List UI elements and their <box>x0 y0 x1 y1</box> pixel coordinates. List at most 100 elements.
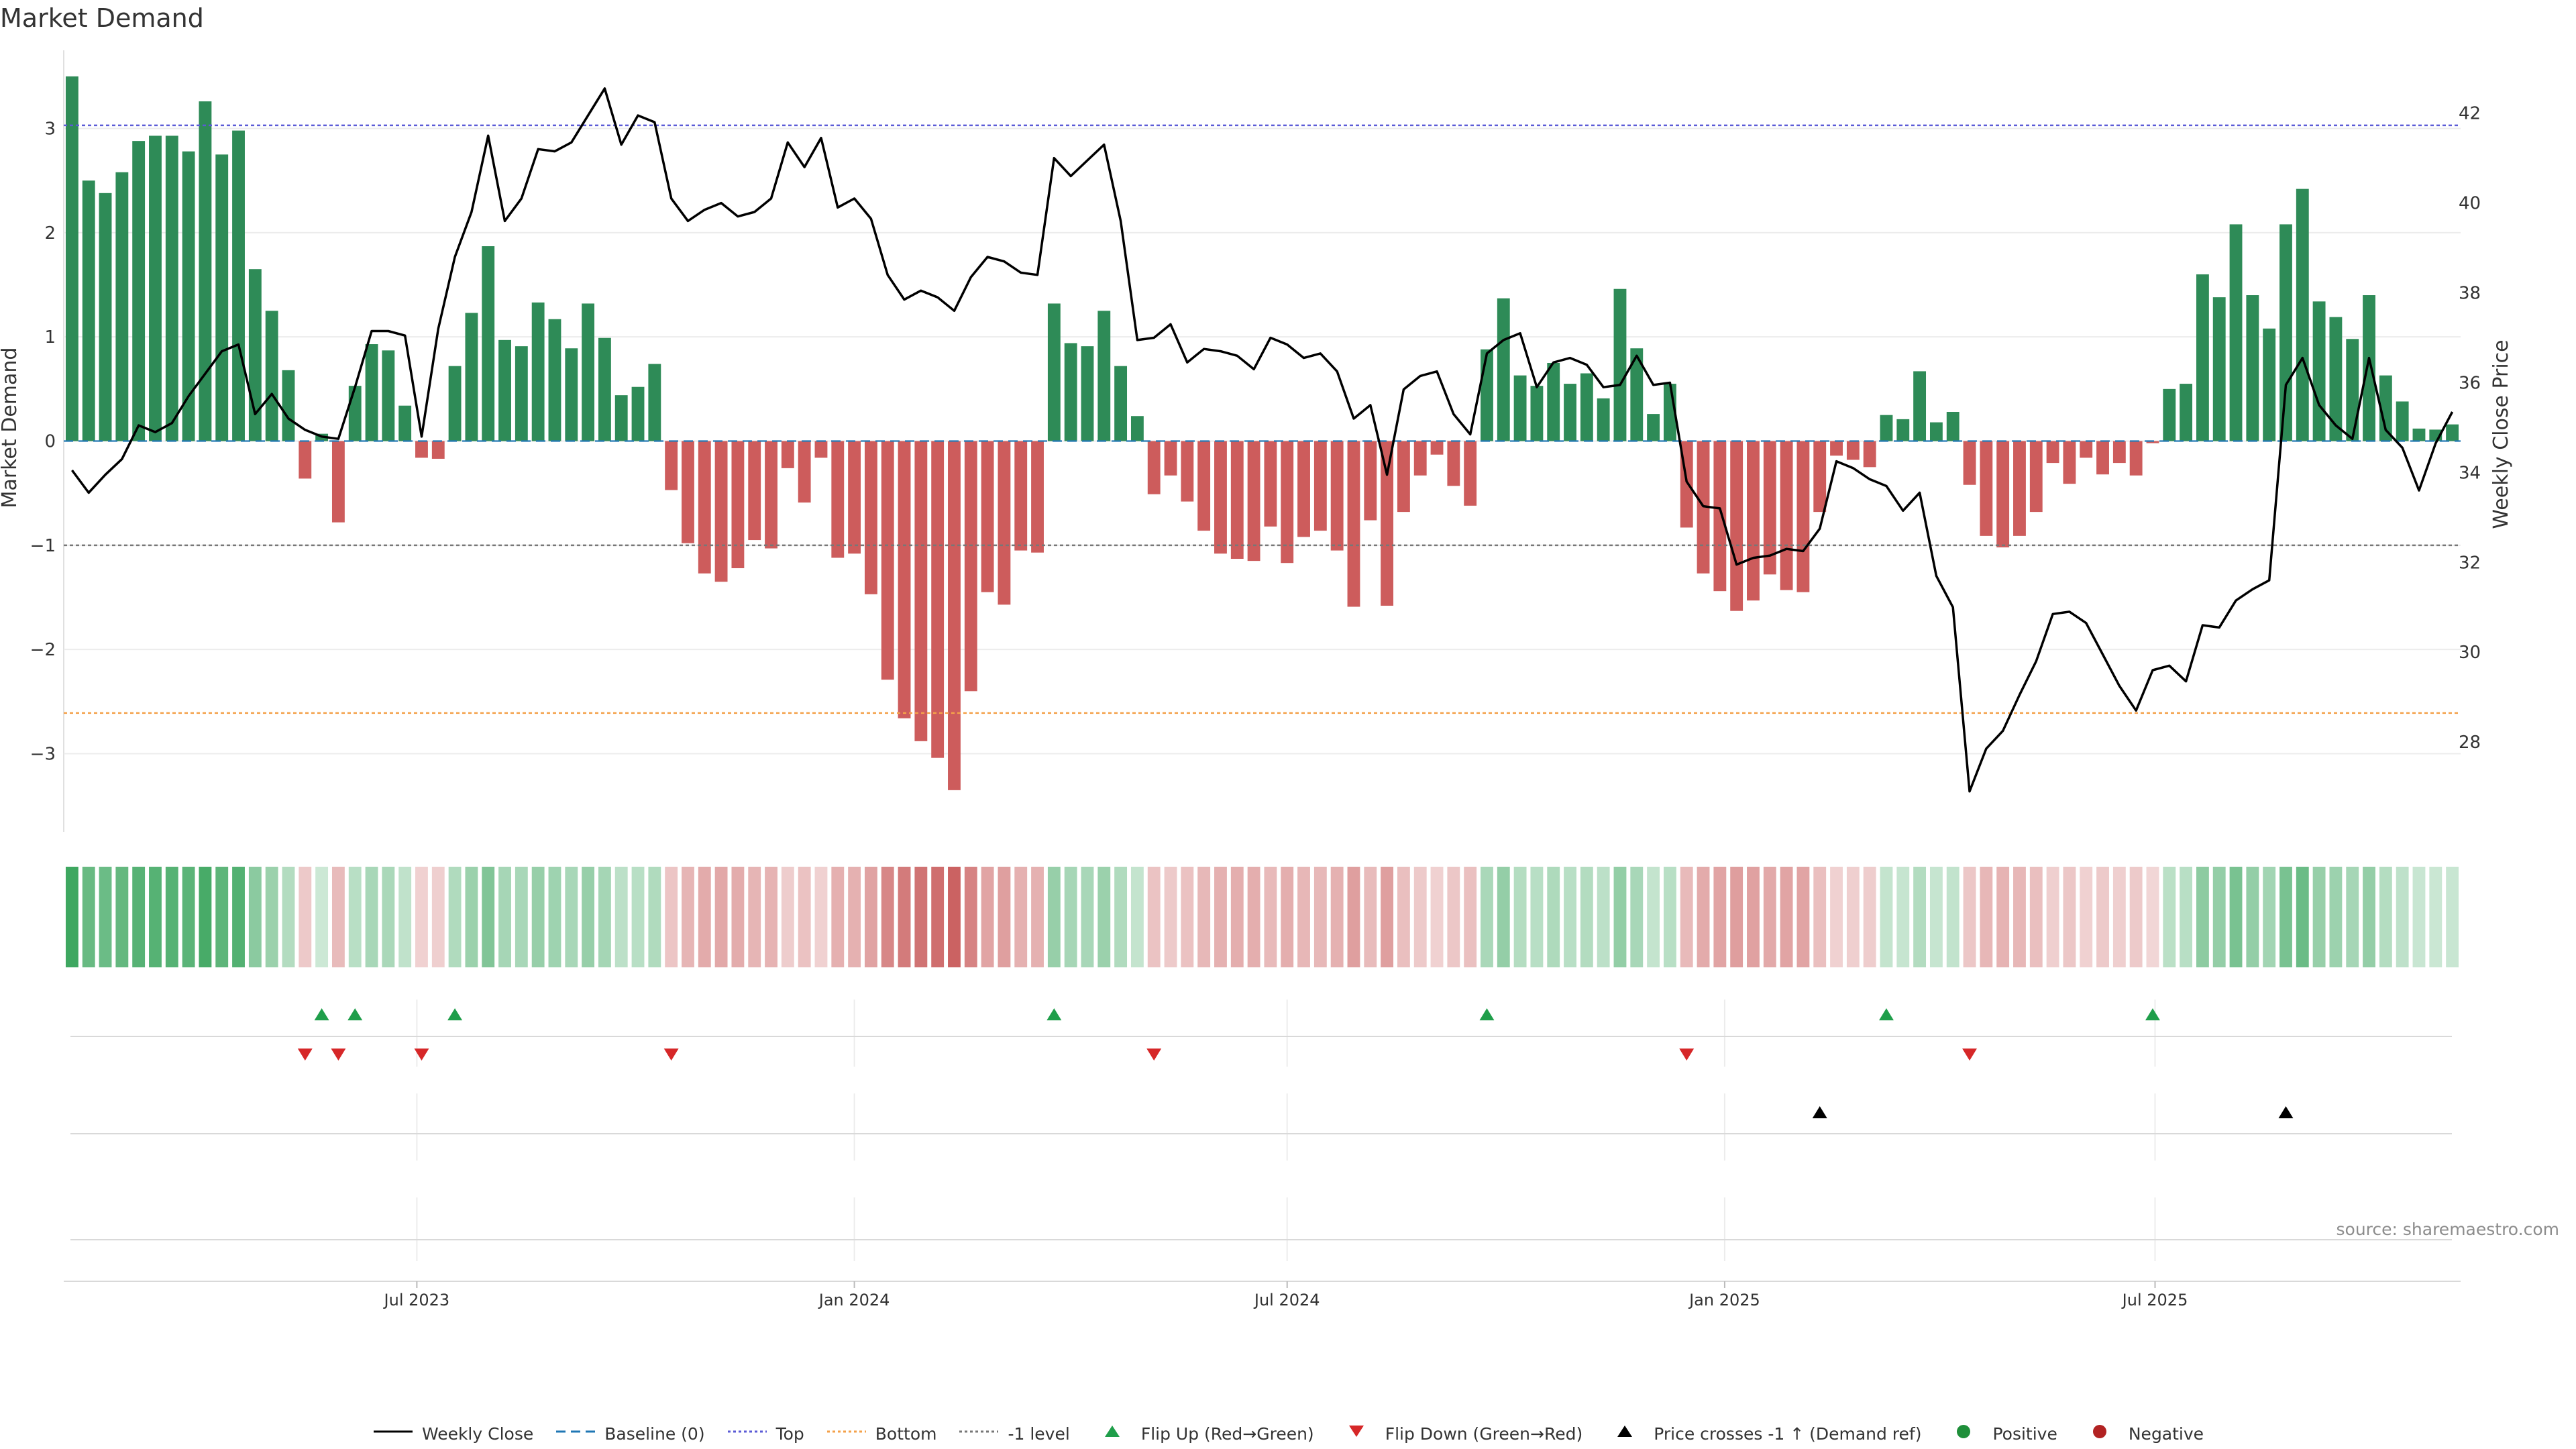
heat-cell <box>2163 867 2176 967</box>
demand-bar <box>149 136 162 441</box>
demand-bar <box>898 441 911 718</box>
legend-item: Baseline (0) <box>555 1423 705 1444</box>
flip-down-marker <box>331 1049 346 1061</box>
demand-bar <box>1481 349 1493 441</box>
demand-bar <box>2246 295 2259 441</box>
y2-tick-label: 36 <box>2459 373 2481 393</box>
heat-cell <box>1264 867 1277 967</box>
heat-cell <box>1564 867 1576 967</box>
heat-cell <box>415 867 428 967</box>
heat-cell <box>2013 867 2026 967</box>
heat-cell <box>1763 867 1776 967</box>
line-solid-black-icon <box>372 1423 422 1444</box>
demand-bar <box>1281 441 1294 564</box>
demand-bar <box>331 441 345 523</box>
legend-item: Price crosses -1 ↑ (Demand ref) <box>1604 1423 1921 1444</box>
heat-cell <box>1481 867 1493 967</box>
demand-bar <box>648 364 661 441</box>
demand-bar <box>2279 224 2292 441</box>
heat-cell <box>948 867 961 967</box>
y2-tick-label: 28 <box>2459 733 2481 753</box>
heat-cell <box>1147 867 1161 967</box>
demand-bar <box>1863 441 1876 468</box>
demand-bar <box>2346 339 2359 441</box>
heat-cell <box>1713 867 1727 967</box>
heat-cell <box>465 867 478 967</box>
heat-cell <box>1663 867 1676 967</box>
flip-down-marker <box>1962 1049 1978 1061</box>
heat-cell <box>1680 867 1693 967</box>
heat-cell <box>165 867 178 967</box>
heat-cell <box>282 867 295 967</box>
heat-cell <box>1830 867 1843 967</box>
demand-bar <box>2029 441 2043 513</box>
heat-cell <box>881 867 894 967</box>
demand-bar <box>582 303 595 441</box>
demand-bar <box>2146 441 2159 443</box>
heat-cell <box>714 867 728 967</box>
demand-bar <box>1347 441 1360 607</box>
demand-bar <box>115 172 129 441</box>
heat-cell <box>998 867 1011 967</box>
heat-cell <box>831 867 845 967</box>
heat-cell <box>2279 867 2292 967</box>
heat-cell <box>1946 867 1960 967</box>
heat-cell <box>2246 867 2259 967</box>
heat-cell <box>515 867 528 967</box>
heat-cell <box>431 867 445 967</box>
demand-bar <box>1564 384 1576 441</box>
heat-cell <box>914 867 928 967</box>
heat-cell <box>265 867 278 967</box>
x-tick-label: Jan 2025 <box>1688 1291 1760 1309</box>
x-tick-label: Jan 2024 <box>818 1291 890 1309</box>
heat-cell <box>1214 867 1227 967</box>
demand-bar <box>2063 441 2076 484</box>
demand-bar <box>1813 441 1827 513</box>
heat-cell <box>1597 867 1610 967</box>
heat-cell <box>648 867 661 967</box>
demand-bar <box>998 441 1011 605</box>
heat-cell <box>1097 867 1111 967</box>
flip-up-marker <box>347 1008 363 1020</box>
heat-cell <box>2180 867 2193 967</box>
demand-bar <box>798 441 811 503</box>
y2-tick-label: 38 <box>2459 284 2481 304</box>
demand-bar <box>448 366 462 441</box>
heat-cell <box>1164 867 1177 967</box>
legend-item: Bottom <box>826 1423 937 1444</box>
demand-bar <box>2013 441 2026 536</box>
heat-cell <box>598 867 611 967</box>
heat-cell <box>798 867 811 967</box>
demand-bar <box>1846 441 1860 460</box>
heat-cell <box>1014 867 1028 967</box>
heat-cell <box>1613 867 1627 967</box>
demand-bar <box>1164 441 1177 476</box>
y-tick-label: 3 <box>44 119 56 140</box>
heat-cell <box>2296 867 2309 967</box>
heat-cell <box>682 867 694 967</box>
demand-bar <box>1297 441 1310 537</box>
heat-cell <box>1381 867 1394 967</box>
heat-cell <box>548 867 561 967</box>
demand-bar <box>698 441 711 574</box>
heat-cell <box>1963 867 1976 967</box>
demand-bar <box>948 441 961 790</box>
heat-cell <box>931 867 945 967</box>
demand-bar <box>1031 441 1044 553</box>
demand-bar <box>1980 441 1993 536</box>
legend-label: Bottom <box>875 1424 937 1444</box>
heat-cell <box>614 867 628 967</box>
legend-item: Weekly Close <box>372 1423 533 1444</box>
y-tick-label: 1 <box>44 327 56 347</box>
demand-bar <box>282 370 295 441</box>
demand-bar <box>2112 441 2126 464</box>
legend-item: Positive <box>1943 1423 2057 1444</box>
demand-bar <box>1230 441 1244 559</box>
demand-bar <box>1081 346 1094 441</box>
flip-up-marker <box>1479 1008 1495 1020</box>
demand-bar <box>1447 441 1460 486</box>
heat-cell <box>1197 867 1211 967</box>
heat-cell <box>199 867 212 967</box>
demand-bar <box>1796 441 1810 592</box>
